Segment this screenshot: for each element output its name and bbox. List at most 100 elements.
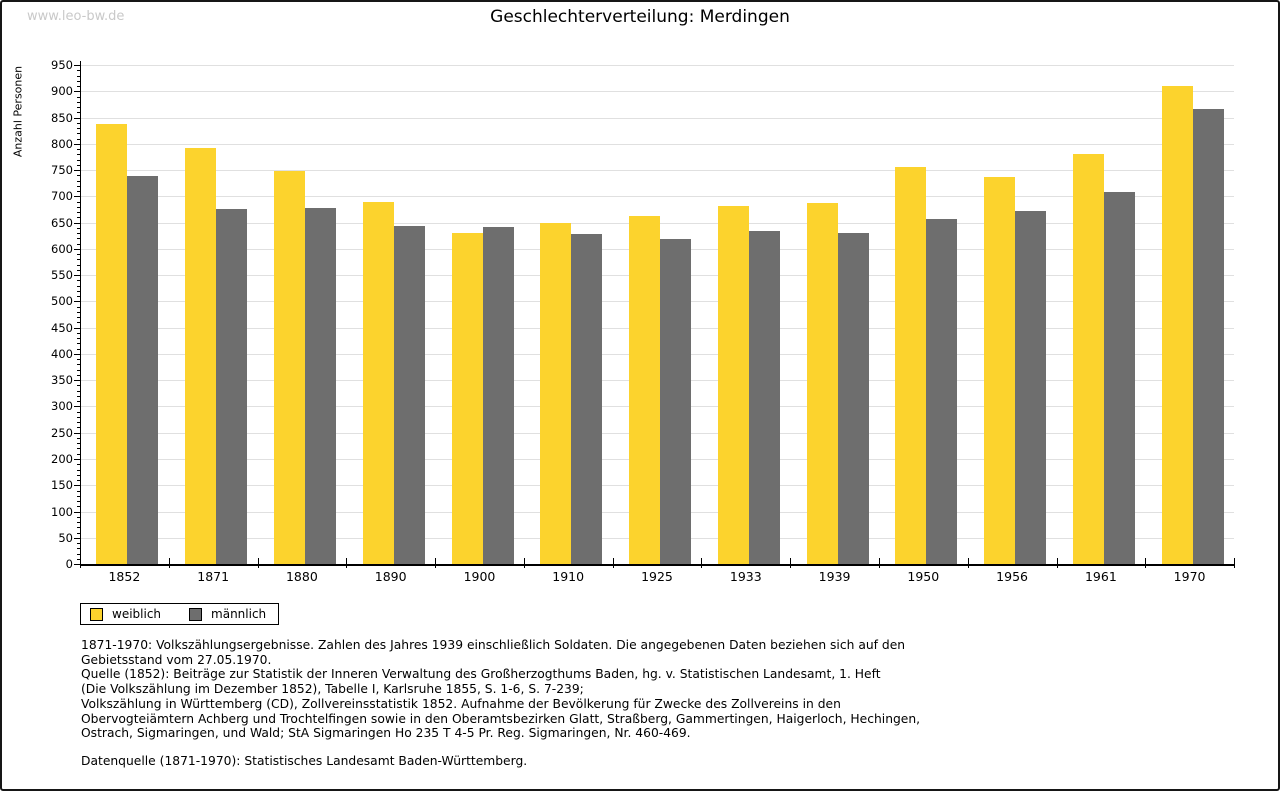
y-minor-tick <box>77 474 80 476</box>
bar-weiblich-1910 <box>540 223 572 564</box>
x-category-label-1880: 1880 <box>285 569 318 584</box>
bar-männlich-1880 <box>304 208 336 564</box>
y-tick-label-200: 200 <box>51 451 73 466</box>
y-minor-tick <box>77 374 80 376</box>
x-boundary-tick <box>80 558 81 568</box>
y-tick-label-800: 800 <box>51 136 73 151</box>
y-tick-label-650: 650 <box>51 215 73 230</box>
gridline-700 <box>80 196 1234 198</box>
legend-swatch-männlich <box>189 607 203 621</box>
y-minor-tick <box>77 464 80 466</box>
y-minor-tick <box>77 385 80 387</box>
y-minor-tick <box>77 395 80 397</box>
gridline-850 <box>80 117 1234 119</box>
y-major-tick <box>74 564 80 565</box>
y-minor-tick <box>77 285 80 287</box>
gridline-800 <box>80 143 1234 145</box>
y-major-tick <box>74 511 80 513</box>
legend-label-weiblich: weiblich <box>112 607 162 621</box>
bar-weiblich-1880 <box>273 171 305 564</box>
bar-männlich-1910 <box>571 234 603 564</box>
x-category-label-1939: 1939 <box>818 569 851 584</box>
y-minor-tick <box>77 112 80 114</box>
x-category-label-1890: 1890 <box>374 569 407 584</box>
bar-weiblich-1970 <box>1161 86 1193 564</box>
y-tick-label-450: 450 <box>51 320 73 335</box>
source-note-line-4: (Die Volkszählung im Dezember 1852), Tab… <box>81 682 584 697</box>
y-minor-tick <box>77 501 80 502</box>
y-tick-label-850: 850 <box>51 110 73 125</box>
y-minor-tick <box>77 558 80 560</box>
y-tick-label-0: 0 <box>65 557 73 571</box>
y-major-tick <box>74 327 80 329</box>
x-boundary-tick <box>435 558 437 568</box>
y-minor-tick <box>77 133 80 135</box>
bar-männlich-1852 <box>127 176 159 564</box>
bar-männlich-1970 <box>1192 108 1224 564</box>
y-minor-tick <box>77 522 80 523</box>
y-minor-tick <box>77 269 80 271</box>
y-minor-tick <box>77 364 80 366</box>
y-minor-tick <box>77 80 80 82</box>
bar-männlich-1900 <box>482 227 514 564</box>
bar-männlich-1961 <box>1103 192 1135 564</box>
x-category-label-1970: 1970 <box>1173 569 1206 584</box>
y-minor-tick <box>77 401 80 403</box>
legend: weiblich männlich <box>80 603 280 625</box>
y-minor-tick <box>77 254 80 256</box>
bar-männlich-1933 <box>748 231 780 564</box>
gridline-750 <box>80 170 1234 172</box>
x-category-label-1956: 1956 <box>996 569 1028 584</box>
legend-item-männlich: männlich <box>189 607 266 621</box>
y-minor-tick <box>77 338 80 340</box>
y-major-tick <box>74 117 80 119</box>
y-minor-tick <box>77 390 80 392</box>
y-major-tick <box>74 458 80 460</box>
y-major-tick <box>74 143 80 145</box>
y-major-tick <box>74 485 80 487</box>
source-note-line-7: Ostrach, Sigmaringen, und Wald; StA Sigm… <box>81 726 691 741</box>
y-tick-label-600: 600 <box>51 241 73 256</box>
y-axis-title: Anzahl Personen <box>11 65 25 158</box>
y-minor-tick <box>77 233 80 235</box>
x-boundary-tick <box>257 558 259 568</box>
legend-swatch-weiblich <box>90 607 103 621</box>
y-minor-tick <box>77 107 80 108</box>
y-minor-tick <box>77 532 80 534</box>
y-minor-tick <box>77 448 80 450</box>
y-minor-tick <box>77 490 80 492</box>
x-boundary-tick <box>1145 558 1147 568</box>
y-minor-tick <box>77 306 80 308</box>
bar-weiblich-1961 <box>1072 154 1104 564</box>
y-minor-tick <box>77 553 80 555</box>
bar-männlich-1950 <box>926 219 958 564</box>
y-minor-tick <box>77 443 80 445</box>
y-minor-tick <box>77 96 80 98</box>
chart-title: Geschlechterverteilung: Merdingen <box>490 7 790 27</box>
y-tick-label-700: 700 <box>51 189 73 204</box>
source-note-line-1: 1871-1970: Volkszählungsergebnisse. Zahl… <box>81 638 906 652</box>
y-minor-tick <box>77 495 80 497</box>
y-minor-tick <box>77 212 80 214</box>
y-tick-label-950: 950 <box>51 58 73 72</box>
x-boundary-tick <box>790 558 792 568</box>
y-minor-tick <box>77 86 80 87</box>
y-major-tick <box>74 196 80 198</box>
y-minor-tick <box>77 280 80 282</box>
source-notes: 1871-1970: Volkszählungsergebnisse. Zahl… <box>81 638 1211 741</box>
y-major-tick <box>74 170 80 172</box>
y-minor-tick <box>77 206 80 208</box>
bar-weiblich-1950 <box>895 166 927 564</box>
x-boundary-tick <box>878 558 880 568</box>
x-boundary-tick <box>612 558 614 568</box>
source-note-line-3: Quelle (1852): Beiträge zur Statistik de… <box>81 667 881 682</box>
bar-weiblich-1871 <box>185 147 217 564</box>
x-category-label-1871: 1871 <box>197 569 230 584</box>
x-boundary-tick <box>346 558 348 568</box>
x-boundary-tick <box>1234 558 1235 568</box>
source-note-line-5: Volkszählung in Württemberg (CD), Zollve… <box>81 696 841 711</box>
bar-weiblich-1933 <box>717 205 749 564</box>
bar-männlich-1939 <box>837 233 869 564</box>
y-axis-line <box>80 61 81 565</box>
x-category-label-1961: 1961 <box>1084 569 1117 584</box>
